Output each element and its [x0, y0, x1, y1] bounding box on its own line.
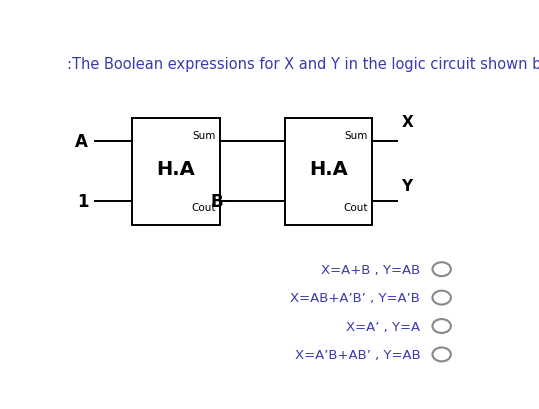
Text: B: B [210, 193, 223, 211]
Text: H.A: H.A [309, 159, 348, 178]
Text: Sum: Sum [345, 131, 368, 141]
Text: 1: 1 [77, 193, 88, 211]
Text: X=A+B , Y=AB: X=A+B , Y=AB [321, 263, 420, 276]
Text: X: X [402, 115, 413, 129]
Text: X=A’B+AB’ , Y=AB: X=A’B+AB’ , Y=AB [295, 348, 420, 361]
Text: X=AB+A’B’ , Y=A’B: X=AB+A’B’ , Y=A’B [291, 291, 420, 304]
Text: Sum: Sum [192, 131, 216, 141]
Text: A: A [75, 133, 88, 151]
Text: X=A’ , Y=A: X=A’ , Y=A [346, 320, 420, 333]
Text: H.A: H.A [157, 159, 195, 178]
Text: Cout: Cout [191, 203, 216, 213]
Text: Cout: Cout [344, 203, 368, 213]
Bar [285, 118, 372, 225]
Bar [132, 118, 220, 225]
Text: Y: Y [402, 179, 413, 194]
Text: :The Boolean expressions for X and Y in the logic circuit shown below are: :The Boolean expressions for X and Y in … [67, 57, 539, 72]
